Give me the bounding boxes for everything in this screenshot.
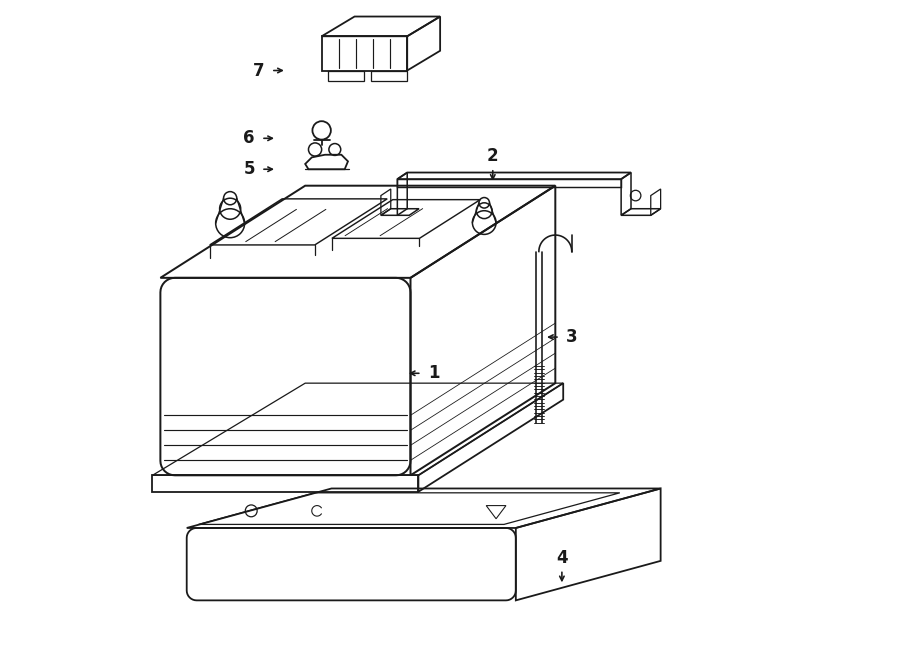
Text: 6: 6	[244, 130, 255, 147]
Text: 3: 3	[566, 328, 578, 346]
Text: 5: 5	[244, 160, 255, 178]
Text: 2: 2	[487, 147, 499, 165]
Text: 7: 7	[253, 61, 265, 79]
Text: 4: 4	[556, 549, 568, 566]
Text: 1: 1	[428, 364, 439, 382]
